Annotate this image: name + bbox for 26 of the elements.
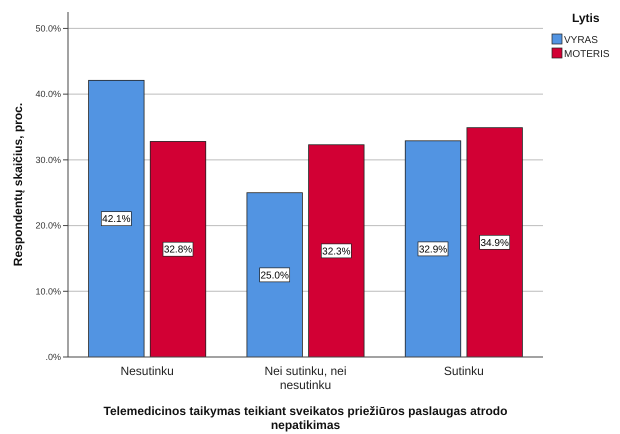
bar <box>246 192 303 358</box>
bar <box>308 144 364 358</box>
y-axis-title: Respondentų skaičius, proc. <box>11 102 25 266</box>
bar <box>404 140 462 358</box>
data-label: 25.0% <box>260 270 289 282</box>
y-tick-label: 40.0% <box>35 89 61 100</box>
data-label: 34.9% <box>480 238 509 249</box>
x-tick-label: Nesutinku <box>120 364 174 378</box>
x-tick-label: Nei sutinku, nei nesutinku <box>264 364 347 392</box>
y-tick-label: 50.0% <box>35 23 61 34</box>
legend-label: MOTERIS <box>564 49 610 60</box>
data-label: 32.3% <box>322 246 351 258</box>
legend-title: Lytis <box>572 11 600 25</box>
y-tick-label: 30.0% <box>35 154 61 165</box>
y-tick-label: 10.0% <box>35 286 61 296</box>
y-tick-label: 20.0% <box>35 220 61 231</box>
data-label: 32.9% <box>418 244 448 256</box>
bar <box>150 141 206 358</box>
x-axis-title: Telemedicinos taikymas teikiant sveikatos priežiūros paslaugas atrodo nepatikimas <box>104 404 508 432</box>
legend-label: VYRAS <box>564 35 598 46</box>
data-label: 32.8% <box>164 244 192 256</box>
x-tick-label: Sutinku <box>444 364 484 378</box>
bar <box>88 80 144 358</box>
data-label: 42.1% <box>102 214 131 226</box>
bar <box>466 127 523 358</box>
y-tick-label: .0% <box>45 352 61 362</box>
